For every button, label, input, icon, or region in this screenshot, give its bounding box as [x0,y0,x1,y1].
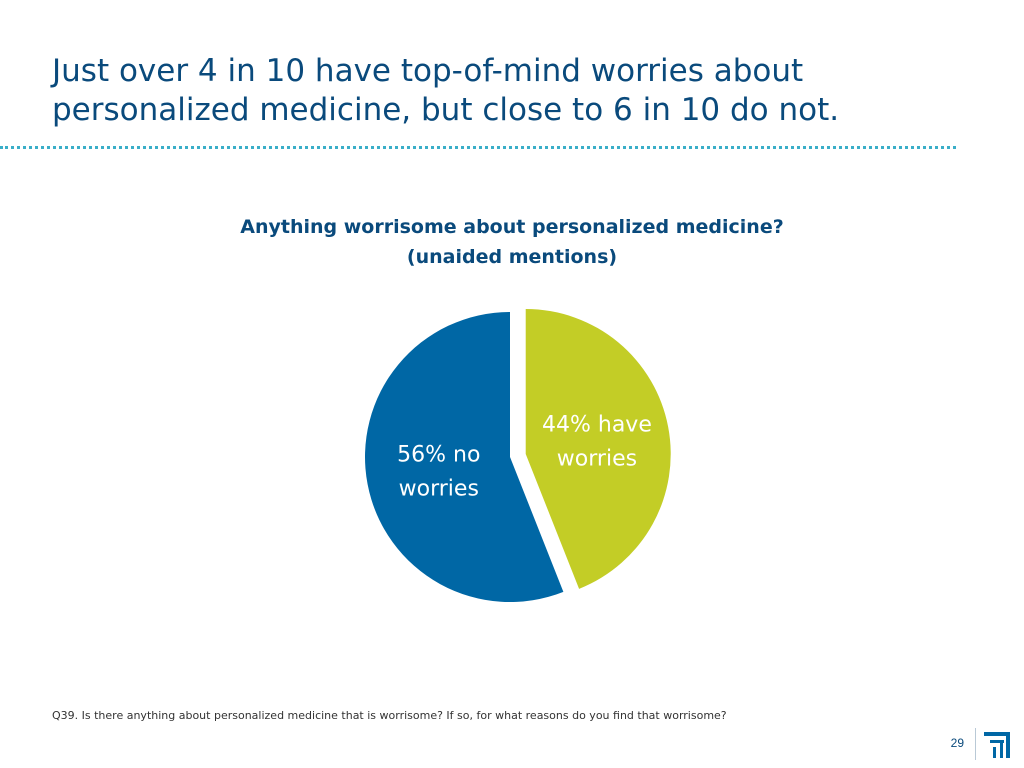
footer-divider [975,728,976,760]
chart-subtitle: (unaided mentions) [406,246,618,268]
pie-chart: 44% have worries 56% no worries [365,309,671,602]
page-number: 29 [950,736,964,750]
title-divider [0,146,956,149]
company-logo-icon [984,732,1010,758]
chart-title: Anything worrisome about personalized me… [240,216,784,238]
pie-slice-label-have-worries: 44% have worries [542,412,652,471]
question-footnote: Q39. Is there anything about personalize… [52,709,727,722]
chart-title-block: Anything worrisome about personalized me… [200,212,824,272]
pie-slice-no-worries [365,312,564,602]
pie-slice-have-worries [525,309,671,589]
pie-slice-label-no-worries: 56% no worries [397,443,480,502]
slide-title: Just over 4 in 10 have top-of-mind worri… [52,53,840,128]
